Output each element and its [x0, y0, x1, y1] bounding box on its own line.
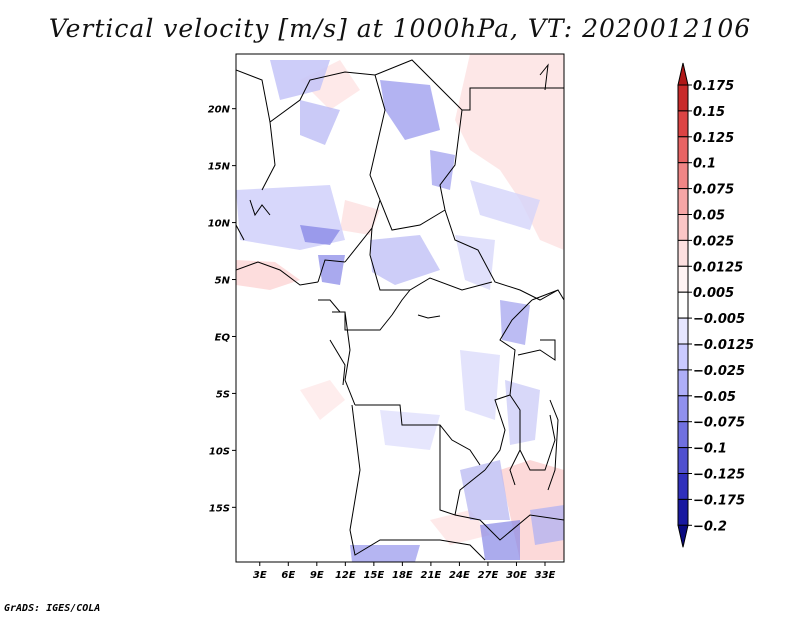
colorbar-swatch: [677, 395, 689, 423]
colorbar-label: 0.075: [693, 183, 734, 198]
colorbar-swatch: [677, 291, 689, 319]
lon-tick-label: 15E: [363, 570, 384, 581]
latitude-axis: 20N 15N 10N 5N EQ 5S 10S 15S: [208, 105, 236, 514]
colorbar-label: −0.075: [693, 416, 745, 431]
colorbar-swatch: [677, 214, 689, 241]
colorbar-label: −0.025: [693, 364, 745, 379]
lon-tick-label: 27E: [478, 570, 499, 581]
lon-tick-label: 30E: [506, 570, 527, 581]
colorbar-swatch: [677, 162, 689, 190]
colorbar-label: −0.1: [693, 442, 727, 457]
colorbar-swatch: [677, 421, 689, 449]
colorbar: 0.175 0.15 0.125 0.1 0.075 0.05 0.025 0.0125 0.0…: [677, 62, 754, 548]
velocity-field: [236, 54, 564, 562]
colorbar-label: 0.15: [693, 105, 725, 120]
lat-tick-label: 15S: [209, 503, 230, 514]
colorbar-swatch: [677, 447, 689, 475]
colorbar-label: 0.025: [693, 234, 734, 249]
lon-tick-label: 12E: [335, 570, 356, 581]
country-borders: [236, 59, 564, 561]
lon-tick-label: 9E: [310, 570, 324, 581]
map-frame: [235, 53, 565, 563]
colorbar-label: −0.05: [693, 390, 736, 405]
colorbar-swatch: [677, 473, 689, 500]
lon-tick-label: 21E: [421, 570, 442, 581]
colorbar-swatch: [677, 317, 689, 345]
lat-tick-label: 10N: [208, 219, 231, 230]
colorbar-label: 0.1: [693, 157, 716, 172]
colorbar-label: −0.2: [693, 519, 727, 534]
colorbar-swatch: [677, 84, 689, 112]
colorbar-swatch: [677, 136, 689, 164]
colorbar-label: −0.005: [693, 312, 745, 327]
lon-tick-label: 18E: [392, 570, 413, 581]
longitude-axis: 3E 6E 9E 12E 15E 18E 21E 24E 27E 30E 33E: [253, 562, 556, 581]
lat-tick-label: 5N: [215, 276, 231, 287]
lat-tick-label: 20N: [208, 105, 231, 116]
lat-tick-label: EQ: [215, 332, 231, 343]
colorbar-swatch: [677, 343, 689, 371]
colorbar-label: 0.175: [693, 79, 734, 94]
colorbar-label: −0.175: [693, 493, 745, 508]
colorbar-swatch: [677, 265, 689, 293]
lat-tick-label: 15N: [208, 162, 231, 173]
colorbar-swatch: [677, 498, 689, 526]
colorbar-swatch: [677, 369, 689, 397]
colorbar-label: 0.0125: [693, 260, 743, 275]
colorbar-label: −0.125: [693, 468, 745, 483]
colorbar-label: 0.125: [693, 131, 734, 146]
footer-credit: GrADS: IGES/COLA: [4, 603, 101, 614]
colorbar-swatch: [677, 188, 689, 216]
lat-tick-label: 5S: [216, 389, 230, 400]
colorbar-swatch: [677, 110, 689, 138]
colorbar-label: −0.0125: [693, 338, 754, 353]
colorbar-swatch: [677, 239, 689, 267]
colorbar-top-arrow: [677, 62, 689, 86]
colorbar-bottom-arrow: [677, 524, 689, 548]
colorbar-label: 0.05: [693, 209, 725, 224]
lon-tick-label: 24E: [449, 570, 470, 581]
colorbar-label: 0.005: [693, 286, 734, 301]
lat-tick-label: 10S: [209, 446, 230, 457]
lon-tick-label: 33E: [535, 570, 556, 581]
plot-title: Vertical velocity [m/s] at 1000hPa, VT: …: [48, 14, 752, 43]
lon-tick-label: 3E: [253, 570, 267, 581]
lon-tick-label: 6E: [281, 570, 295, 581]
